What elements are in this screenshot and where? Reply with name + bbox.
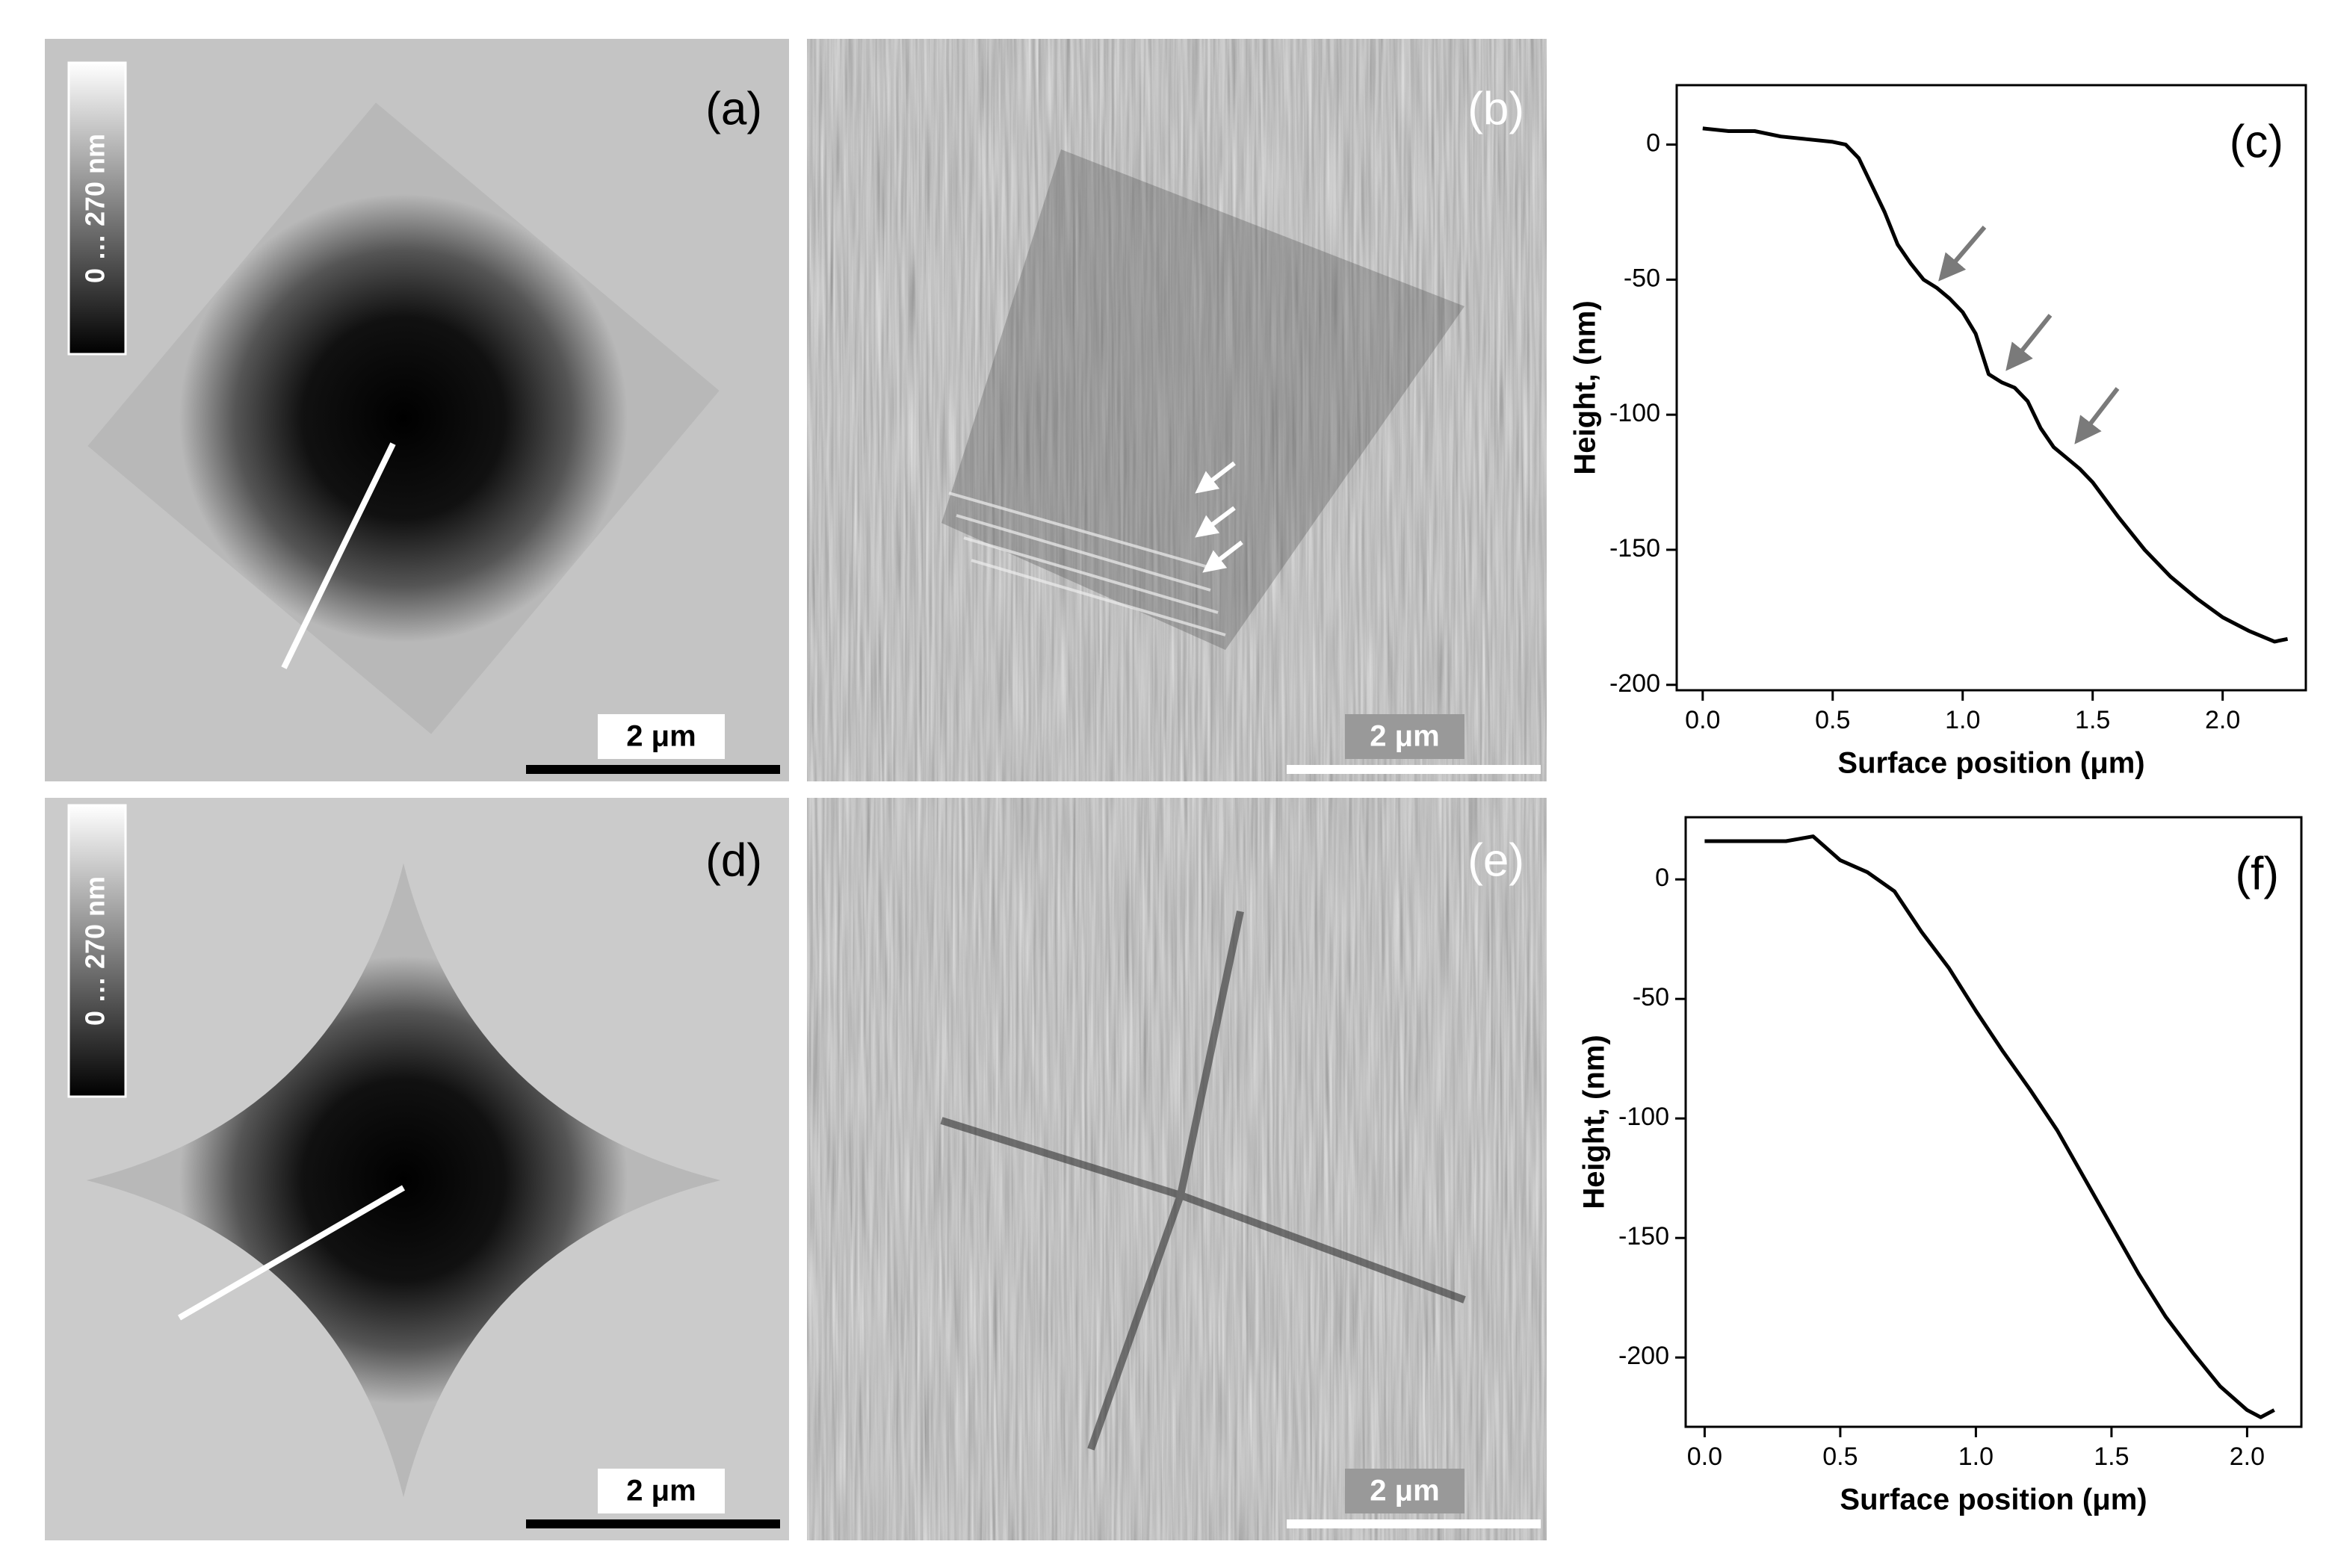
panel-label: (c) — [2230, 116, 2283, 167]
y-axis-label: Height, (nm) — [1578, 1035, 1611, 1209]
scalebar-box — [1345, 1469, 1464, 1513]
scalebar — [526, 765, 780, 774]
y-tick-label: -200 — [1618, 1342, 1669, 1370]
x-tick-label: 1.0 — [1945, 706, 1980, 734]
panel-label: (d) — [705, 834, 762, 886]
panel-a: 0 … 270 nm (a) 2 μm — [45, 39, 789, 781]
panel-label: (f) — [2235, 848, 2279, 899]
scalebar-label: 2 μm — [1370, 1475, 1439, 1507]
panel-label: (a) — [705, 83, 762, 134]
colorbar-label: 0 … 270 nm — [80, 134, 111, 283]
y-tick-label: 0 — [1646, 129, 1660, 158]
panel-e: (e) 2 μm — [807, 798, 1547, 1540]
scalebar — [1287, 1519, 1541, 1528]
x-tick-label: 2.0 — [2230, 1443, 2265, 1471]
profile-line — [177, 1185, 406, 1321]
sem-texture — [807, 39, 1547, 781]
colorbar — [67, 61, 127, 356]
x-tick-label: 2.0 — [2205, 706, 2240, 734]
panel-label: (e) — [1467, 834, 1524, 886]
arrows — [1938, 226, 2120, 444]
panel-b: (b) 2 μm — [807, 39, 1547, 781]
scalebar-box — [1345, 714, 1464, 759]
x-tick-label: 0.0 — [1685, 706, 1720, 734]
profile-curve — [1704, 834, 2275, 1419]
plot-frame — [1684, 816, 2303, 1428]
scalebar — [1287, 765, 1541, 774]
scalebar-label: 2 μm — [626, 1475, 696, 1507]
panel-d: 0 … 270 nm (d) 2 μm — [45, 798, 789, 1540]
colorbar — [67, 804, 127, 1098]
x-axis-label: Surface position (μm) — [1840, 1484, 2147, 1516]
scalebar-box — [598, 1469, 725, 1513]
colorbar-label: 0 … 270 nm — [80, 876, 111, 1026]
indent-edges — [940, 910, 1466, 1451]
plot-frame — [1675, 84, 2307, 692]
y-tick-label: -100 — [1618, 1103, 1669, 1131]
x-tick-label: 0.5 — [1815, 706, 1850, 734]
scalebar — [526, 1519, 780, 1528]
y-tick-label: -100 — [1609, 399, 1660, 427]
x-tick-label: 0.0 — [1687, 1443, 1722, 1471]
y-tick-label: -50 — [1633, 983, 1669, 1011]
x-axis-label: Surface position (μm) — [1837, 747, 2144, 780]
x-tick-label: 1.0 — [1958, 1443, 1994, 1471]
profile-curve — [1702, 126, 2289, 644]
panel-label: (b) — [1467, 83, 1524, 134]
y-tick-label: -150 — [1609, 534, 1660, 563]
x-tick-label: 0.5 — [1822, 1443, 1858, 1471]
arrows — [1195, 461, 1243, 573]
indent — [941, 149, 1464, 650]
scalebar-label: 2 μm — [1370, 720, 1439, 753]
scalebar-label: 2 μm — [626, 720, 696, 753]
y-tick-label: -200 — [1609, 669, 1660, 698]
indent — [86, 863, 721, 1498]
indent — [87, 102, 720, 734]
scalebar-box — [598, 714, 725, 759]
y-tick-label: 0 — [1655, 864, 1669, 892]
x-tick-label: 1.5 — [2094, 1443, 2129, 1471]
x-tick-label: 1.5 — [2075, 706, 2110, 734]
slip-lines — [948, 492, 1226, 636]
y-tick-label: -150 — [1618, 1222, 1669, 1251]
profile-line — [281, 442, 396, 669]
y-axis-label: Height, (nm) — [1569, 300, 1602, 474]
sem-texture — [807, 798, 1547, 1540]
y-tick-label: -50 — [1624, 264, 1660, 292]
